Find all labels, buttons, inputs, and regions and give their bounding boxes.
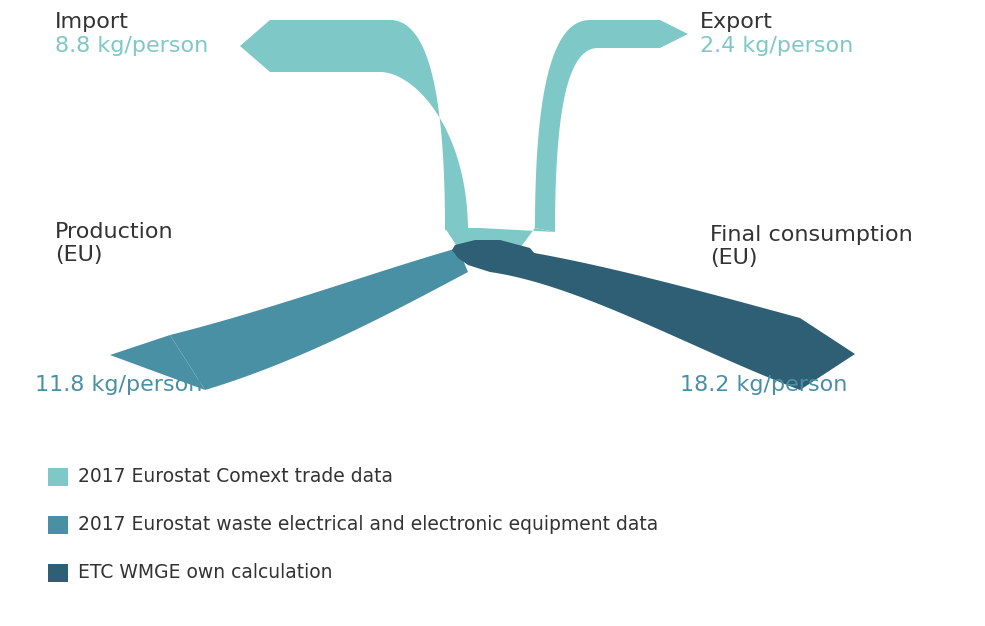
Text: Import: Import bbox=[55, 12, 129, 32]
Bar bbox=[48, 468, 68, 486]
Bar bbox=[48, 516, 68, 534]
Polygon shape bbox=[240, 20, 270, 72]
Text: Export: Export bbox=[700, 12, 773, 32]
Text: 18.2 kg/person: 18.2 kg/person bbox=[680, 375, 847, 395]
Text: 8.8 kg/person: 8.8 kg/person bbox=[55, 36, 208, 56]
Polygon shape bbox=[800, 318, 855, 390]
Polygon shape bbox=[110, 335, 205, 390]
Text: Production
(EU): Production (EU) bbox=[55, 222, 173, 265]
Text: 2017 Eurostat Comext trade data: 2017 Eurostat Comext trade data bbox=[78, 468, 393, 486]
Text: ETC WMGE own calculation: ETC WMGE own calculation bbox=[78, 563, 333, 583]
Text: 11.8 kg/person: 11.8 kg/person bbox=[35, 375, 202, 395]
Text: 2017 Eurostat waste electrical and electronic equipment data: 2017 Eurostat waste electrical and elect… bbox=[78, 515, 658, 535]
Polygon shape bbox=[452, 240, 540, 272]
Polygon shape bbox=[270, 20, 468, 232]
Polygon shape bbox=[445, 228, 555, 260]
Text: Final consumption
(EU): Final consumption (EU) bbox=[710, 225, 913, 268]
Polygon shape bbox=[535, 20, 660, 232]
Polygon shape bbox=[490, 246, 800, 390]
Text: 2.4 kg/person: 2.4 kg/person bbox=[700, 36, 853, 56]
Polygon shape bbox=[660, 20, 688, 48]
Bar bbox=[48, 564, 68, 582]
Polygon shape bbox=[170, 248, 468, 390]
